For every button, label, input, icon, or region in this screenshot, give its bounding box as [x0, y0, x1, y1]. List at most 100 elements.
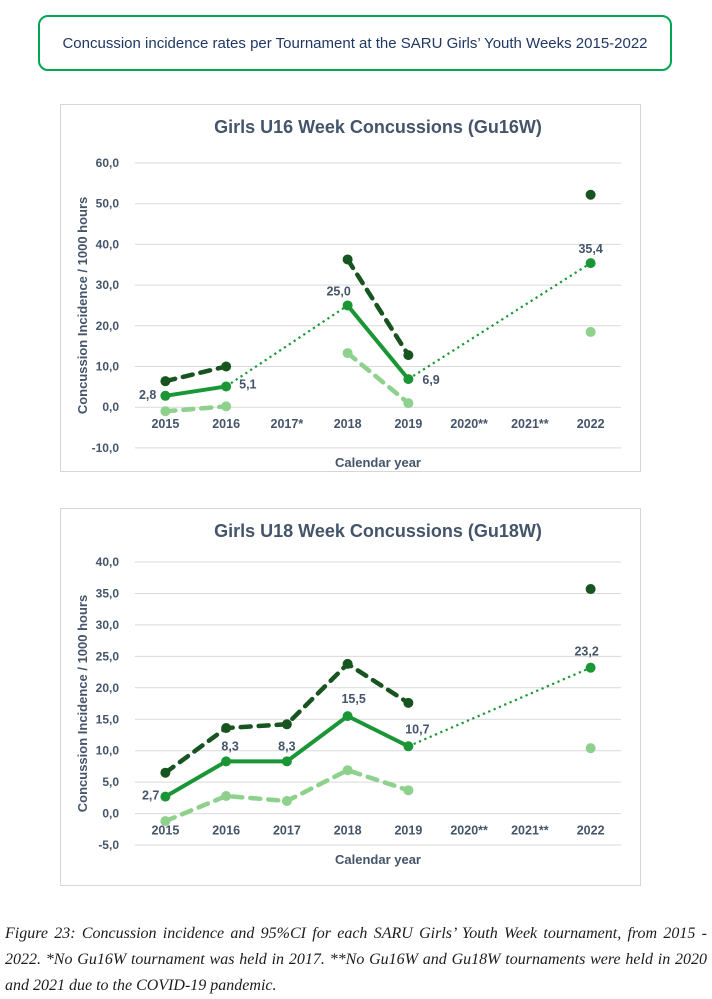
- x-tick-label: 2019: [394, 417, 422, 431]
- data-point-upper-95-ci: [342, 658, 353, 669]
- data-point-concussion-incidence: [221, 756, 232, 767]
- chart-gu16w-plot: 60,0 50,0 40,0 30,0 20,0 10,0 0,0 -10,0 2015 2016…: [75, 156, 621, 470]
- data-label: 23,2: [574, 645, 598, 659]
- x-tick-label: 2015: [151, 824, 179, 838]
- y-tick-label: 30,0: [96, 278, 120, 292]
- figure-caption: Figure 23: Concussion incidence and 95%C…: [5, 925, 707, 994]
- y-tick-label: 10,0: [96, 360, 120, 374]
- data-label: 6,9: [422, 373, 439, 387]
- y-tick-label: 0,0: [102, 807, 119, 821]
- x-tick-label: 2017*: [271, 417, 304, 431]
- series-line-upper-95-ci: [163, 661, 411, 775]
- chart-gu16w-title: Girls U16 Week Concussions (Gu16W): [214, 117, 542, 137]
- x-tick-label: 2020**: [450, 824, 488, 838]
- y-tick-label: -5,0: [98, 838, 119, 852]
- data-label: 10,7: [405, 722, 429, 736]
- data-point-upper-95-ci: [585, 584, 596, 595]
- data-label: 2,8: [139, 388, 156, 402]
- y-tick-label: 30,0: [96, 618, 120, 632]
- y-axis-title: Concussion Incidence / 1000 hours: [75, 595, 90, 812]
- data-point-lower-95-ci: [342, 765, 353, 776]
- data-point-concussion-incidence: [221, 381, 232, 392]
- bridge-dotted-line-concussion-incidence: [407, 666, 592, 748]
- y-tick-label: 25,0: [96, 649, 120, 663]
- data-point-concussion-incidence: [403, 741, 414, 752]
- y-tick-label: 0,0: [102, 400, 119, 414]
- data-point-upper-95-ci: [585, 189, 596, 200]
- data-point-concussion-incidence: [403, 374, 414, 385]
- data-point-concussion-incidence: [342, 711, 353, 722]
- data-point-lower-95-ci: [221, 401, 232, 412]
- x-tick-label: 2015: [151, 417, 179, 431]
- y-tick-label: 60,0: [96, 156, 120, 170]
- y-tick-label: 10,0: [96, 744, 120, 758]
- data-point-upper-95-ci: [342, 254, 353, 265]
- y-tick-label: 20,0: [96, 319, 120, 333]
- data-point-lower-95-ci: [585, 326, 596, 337]
- data-point-lower-95-ci: [281, 796, 292, 807]
- bridge-dotted-line-concussion-incidence: [225, 304, 349, 388]
- figure-title: Concussion incidence rates per Tournamen…: [62, 34, 648, 52]
- x-tick-label: 2018: [334, 824, 362, 838]
- series-line-lower-95-ci: [163, 404, 229, 414]
- chart-gu18w-plot: 40,0 35,0 30,0 25,0 20,0 15,0 10,0 5,0 0,0 -5,0 20…: [75, 555, 621, 867]
- data-point-upper-95-ci: [403, 350, 414, 361]
- y-tick-label: 50,0: [96, 197, 120, 211]
- y-tick-label: 15,0: [96, 712, 120, 726]
- x-tick-label: 2016: [212, 824, 240, 838]
- x-axis-title: Calendar year: [335, 455, 421, 470]
- bridge-dotted-line-concussion-incidence: [407, 262, 592, 381]
- x-tick-label: 2021**: [511, 824, 549, 838]
- data-point-upper-95-ci: [160, 376, 171, 387]
- figure-title-box: Concussion incidence rates per Tournamen…: [38, 15, 672, 71]
- data-label: 15,5: [341, 692, 365, 706]
- data-point-lower-95-ci: [342, 348, 353, 359]
- data-point-lower-95-ci: [585, 743, 596, 754]
- series-line-concussion-incidence: [345, 303, 411, 382]
- data-point-upper-95-ci: [281, 719, 292, 730]
- data-point-lower-95-ci: [160, 816, 171, 827]
- y-axis-title: Concussion Incidence / 1000 hours: [75, 197, 90, 414]
- chart-gu16w: Girls U16 Week Concussions (Gu16W) 60,0 5…: [60, 104, 641, 472]
- data-label: 8,3: [221, 739, 238, 753]
- chart-gu18w-title: Girls U18 Week Concussions (Gu18W): [214, 521, 542, 541]
- y-tick-label: -10,0: [92, 441, 120, 455]
- data-label: 5,1: [239, 377, 256, 391]
- data-point-concussion-incidence: [281, 756, 292, 767]
- data-point-upper-95-ci: [221, 723, 232, 734]
- x-tick-label: 2020**: [450, 417, 488, 431]
- data-label: 35,4: [578, 242, 602, 256]
- x-axis-title: Calendar year: [335, 852, 421, 867]
- x-tick-label: 2022: [577, 824, 605, 838]
- data-label: 25,0: [326, 284, 350, 298]
- data-point-lower-95-ci: [403, 398, 414, 409]
- data-point-lower-95-ci: [160, 406, 171, 417]
- data-point-lower-95-ci: [221, 790, 232, 801]
- data-label: 2,7: [142, 789, 159, 803]
- data-point-concussion-incidence: [585, 662, 596, 673]
- y-tick-label: 35,0: [96, 586, 120, 600]
- y-tick-label: 20,0: [96, 681, 120, 695]
- data-point-concussion-incidence: [342, 300, 353, 311]
- y-tick-label: 5,0: [102, 775, 119, 789]
- series-line-upper-95-ci: [345, 257, 411, 358]
- series-line-lower-95-ci: [345, 350, 411, 406]
- series-line-concussion-incidence: [163, 384, 229, 398]
- data-point-concussion-incidence: [585, 258, 596, 269]
- series-line-upper-95-ci: [163, 364, 229, 384]
- x-tick-label: 2016: [212, 417, 240, 431]
- data-point-concussion-incidence: [160, 390, 171, 401]
- x-tick-label: 2022: [577, 417, 605, 431]
- data-point-upper-95-ci: [403, 697, 414, 708]
- y-tick-label: 40,0: [96, 237, 120, 251]
- x-tick-label: 2019: [394, 824, 422, 838]
- y-tick-label: 40,0: [96, 555, 120, 569]
- data-point-lower-95-ci: [403, 785, 414, 796]
- data-point-concussion-incidence: [160, 791, 171, 802]
- data-point-upper-95-ci: [160, 767, 171, 778]
- chart-gu18w: Girls U18 Week Concussions (Gu18W) 40,0 3…: [60, 508, 641, 886]
- x-tick-label: 2021**: [511, 417, 549, 431]
- x-tick-label: 2017: [273, 824, 301, 838]
- x-tick-label: 2018: [334, 417, 362, 431]
- data-label: 8,3: [278, 739, 295, 753]
